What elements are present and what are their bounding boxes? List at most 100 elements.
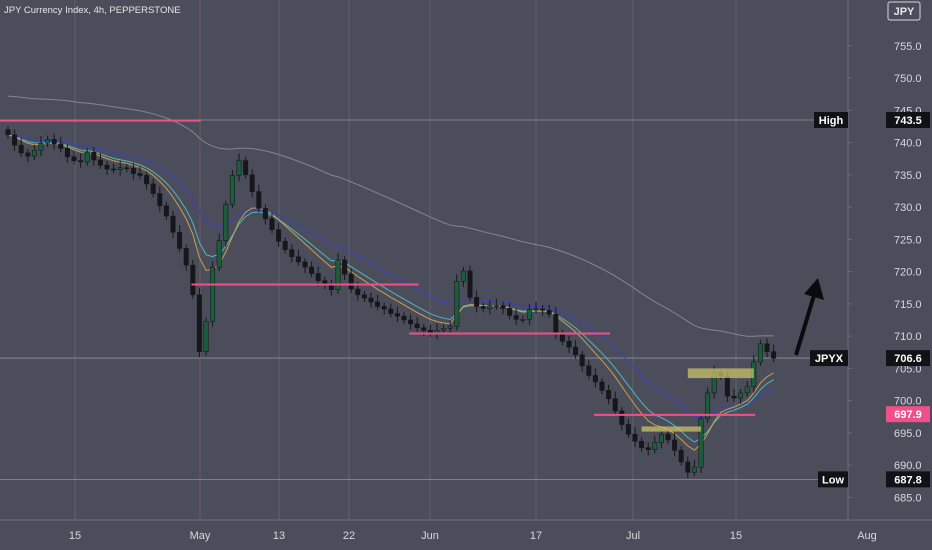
candle[interactable] xyxy=(467,265,473,302)
candle[interactable] xyxy=(12,129,18,151)
candle[interactable] xyxy=(493,298,499,310)
candle[interactable] xyxy=(315,266,321,287)
candle[interactable] xyxy=(731,389,737,402)
candle[interactable] xyxy=(691,460,697,477)
candle[interactable] xyxy=(177,225,183,253)
candle[interactable] xyxy=(454,274,460,331)
candle[interactable] xyxy=(460,267,466,288)
candle[interactable] xyxy=(5,125,11,139)
candles[interactable] xyxy=(5,125,777,479)
candle[interactable] xyxy=(262,204,268,225)
candle[interactable] xyxy=(375,294,381,311)
candle[interactable] xyxy=(388,303,394,318)
candle[interactable] xyxy=(31,144,37,160)
candle[interactable] xyxy=(84,148,90,166)
candle[interactable] xyxy=(645,442,651,456)
candle[interactable] xyxy=(520,315,526,324)
candle[interactable] xyxy=(500,301,506,315)
candle[interactable] xyxy=(361,290,367,302)
candle[interactable] xyxy=(309,261,315,278)
candle[interactable] xyxy=(203,317,209,356)
candle[interactable] xyxy=(434,323,440,339)
candle[interactable] xyxy=(276,222,282,248)
candle[interactable] xyxy=(625,419,631,439)
candle[interactable] xyxy=(38,136,44,157)
candle[interactable] xyxy=(678,446,684,466)
candle[interactable] xyxy=(104,161,110,175)
candle[interactable] xyxy=(111,163,117,174)
candle[interactable] xyxy=(698,414,704,473)
candle[interactable] xyxy=(546,304,552,319)
candle[interactable] xyxy=(414,316,420,332)
candle[interactable] xyxy=(328,279,334,296)
candle[interactable] xyxy=(58,136,64,153)
candle[interactable] xyxy=(771,344,777,362)
candle[interactable] xyxy=(394,306,400,322)
candle[interactable] xyxy=(658,430,664,449)
candle[interactable] xyxy=(368,292,374,308)
candle[interactable] xyxy=(249,169,255,198)
candle[interactable] xyxy=(592,368,598,388)
candle[interactable] xyxy=(335,252,341,294)
candle[interactable] xyxy=(566,335,572,353)
candle[interactable] xyxy=(381,302,387,315)
time-axis[interactable]: 15 May 13 22 Jun 17 Jul 15 Aug xyxy=(0,519,932,550)
candle[interactable] xyxy=(672,432,678,457)
candle[interactable] xyxy=(78,153,84,168)
candle[interactable] xyxy=(302,258,308,273)
candle[interactable] xyxy=(401,312,407,324)
candle[interactable] xyxy=(599,378,605,395)
candle[interactable] xyxy=(487,300,493,315)
candle[interactable] xyxy=(45,135,51,148)
candle[interactable] xyxy=(210,261,216,328)
price-axis[interactable]: 685.0 690.0 695.0 700.0 705.0 710.0 715.0 720.0… xyxy=(847,0,932,550)
candle[interactable] xyxy=(632,427,638,448)
candle[interactable] xyxy=(480,302,486,313)
candle[interactable] xyxy=(229,170,235,209)
candle[interactable] xyxy=(25,149,31,162)
candle[interactable] xyxy=(447,320,453,335)
candle[interactable] xyxy=(579,350,585,372)
candle[interactable] xyxy=(71,151,77,165)
candle[interactable] xyxy=(130,162,136,180)
candle[interactable] xyxy=(652,435,658,454)
candle[interactable] xyxy=(117,160,123,176)
candle[interactable] xyxy=(157,186,163,212)
candle[interactable] xyxy=(295,249,301,266)
candle[interactable] xyxy=(606,384,612,405)
candle[interactable] xyxy=(256,184,262,213)
candle[interactable] xyxy=(236,153,242,182)
candle[interactable] xyxy=(190,259,196,299)
candle[interactable] xyxy=(91,146,97,166)
candle[interactable] xyxy=(144,171,150,190)
candle[interactable] xyxy=(612,391,618,415)
candle[interactable] xyxy=(18,138,24,157)
currency-badge[interactable] xyxy=(887,1,921,21)
candle[interactable] xyxy=(619,407,625,431)
candle[interactable] xyxy=(685,456,691,479)
candle[interactable] xyxy=(559,329,565,346)
candle[interactable] xyxy=(150,178,156,198)
candle[interactable] xyxy=(639,437,645,452)
candle[interactable] xyxy=(526,304,532,326)
candle[interactable] xyxy=(586,360,592,380)
candle[interactable] xyxy=(474,290,480,313)
candle[interactable] xyxy=(533,301,539,314)
candle[interactable] xyxy=(51,133,57,150)
candle[interactable] xyxy=(170,210,176,239)
candle[interactable] xyxy=(757,340,763,366)
candle[interactable] xyxy=(124,163,130,173)
candle[interactable] xyxy=(183,244,189,271)
candle[interactable] xyxy=(764,338,770,358)
candle[interactable] xyxy=(216,233,222,271)
candle[interactable] xyxy=(744,380,750,397)
candle[interactable] xyxy=(223,200,229,247)
candle[interactable] xyxy=(342,256,348,280)
candle[interactable] xyxy=(64,144,70,163)
candle[interactable] xyxy=(282,237,288,254)
candle[interactable] xyxy=(573,340,579,359)
candle[interactable] xyxy=(427,324,433,337)
candle[interactable] xyxy=(540,305,546,317)
candle[interactable] xyxy=(243,156,249,179)
